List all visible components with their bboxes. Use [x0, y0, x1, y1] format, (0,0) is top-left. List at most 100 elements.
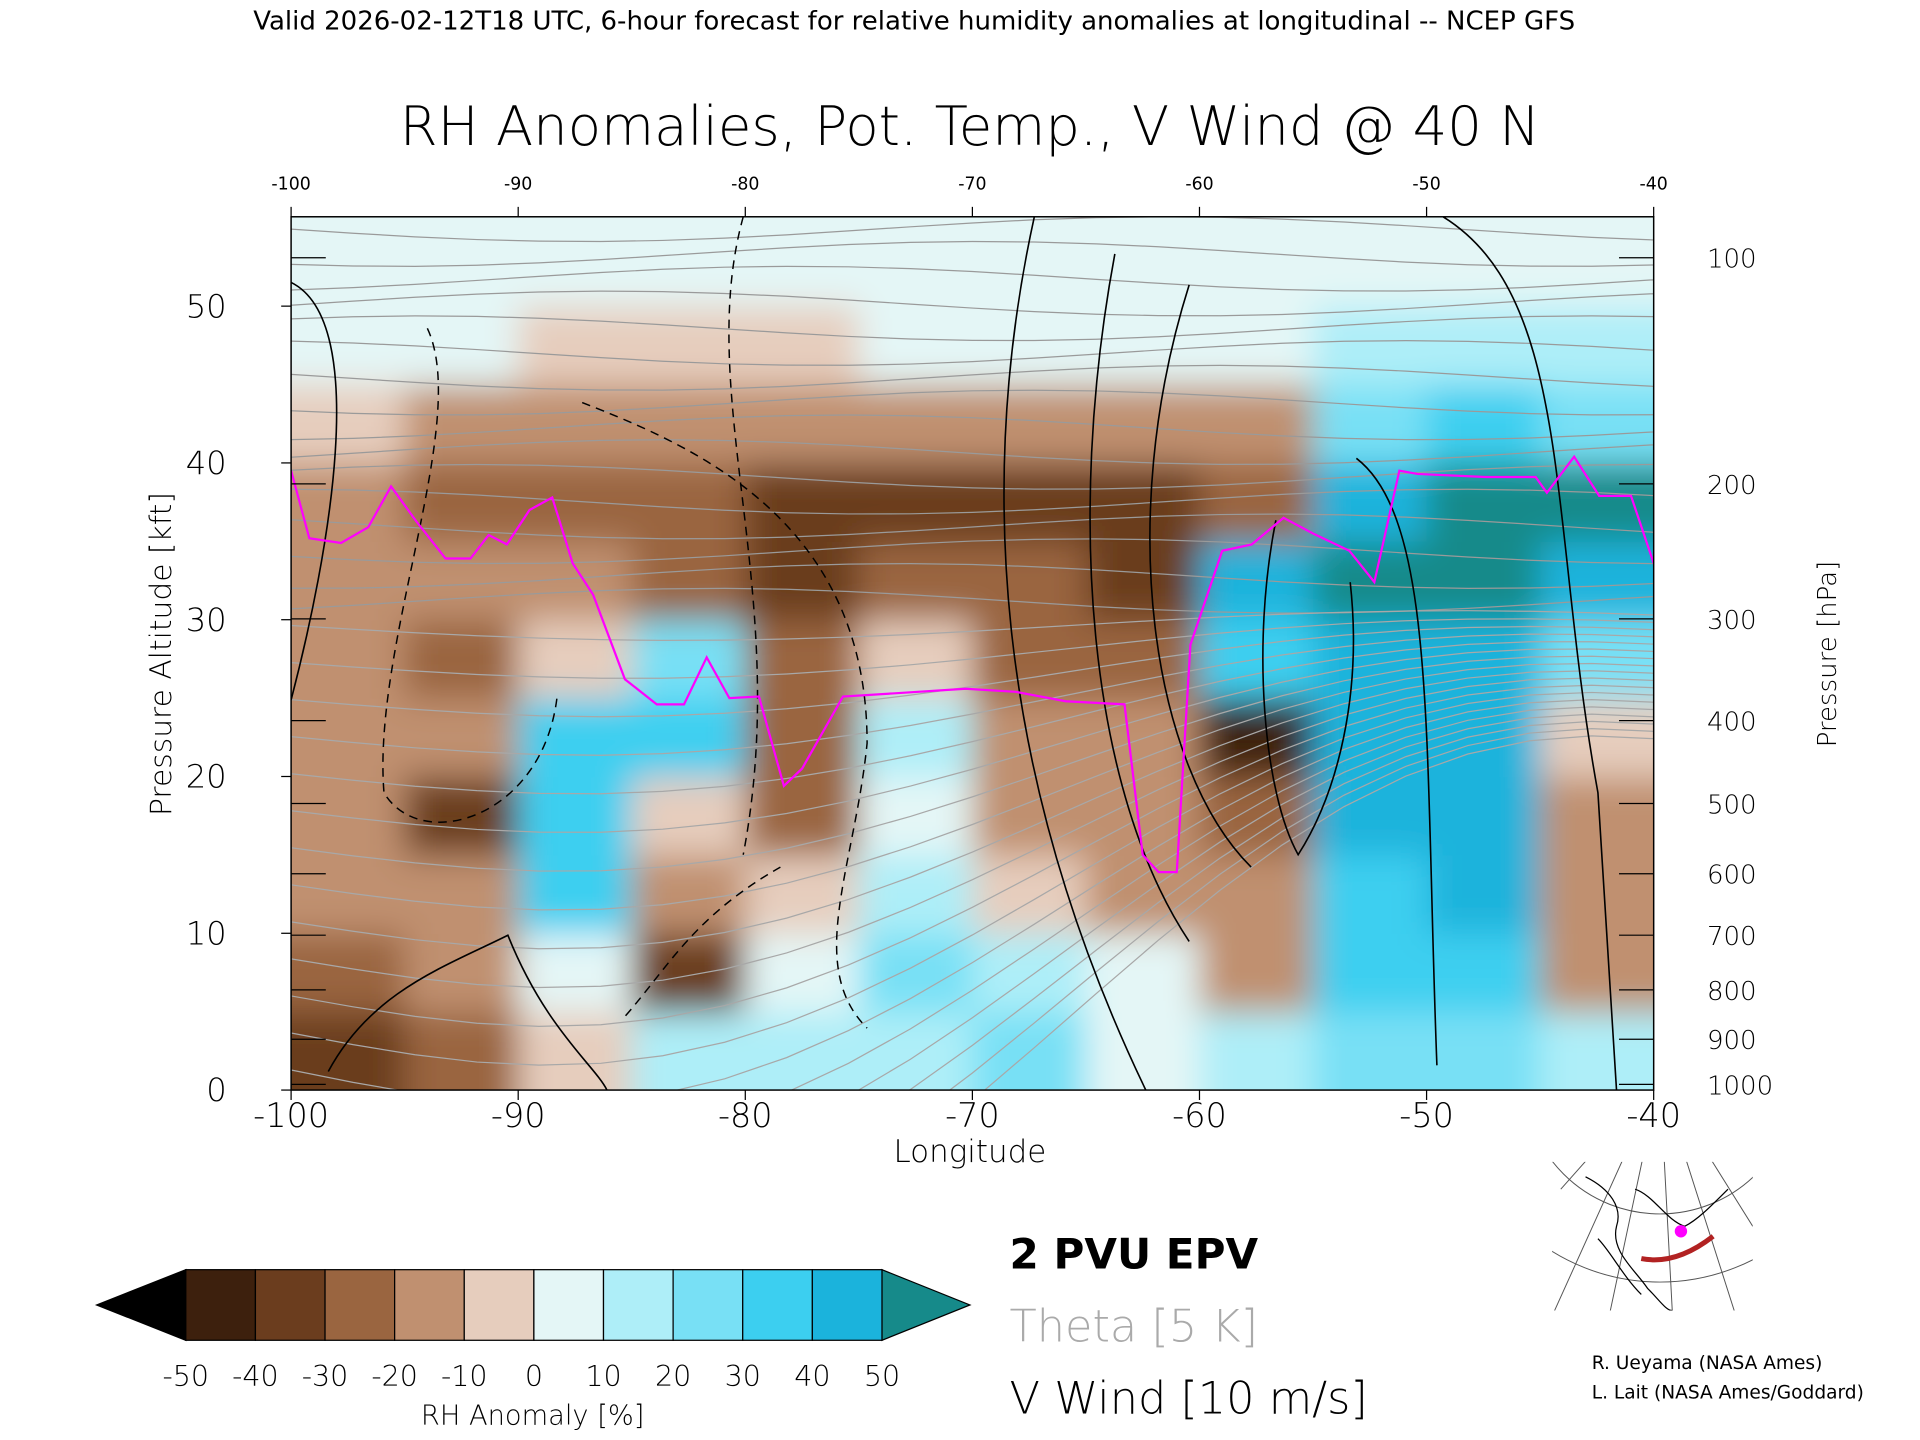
theta-contour [291, 340, 1654, 366]
rh-cell [1426, 776, 1541, 856]
rh-cell [1313, 462, 1428, 542]
wind-contour [1089, 253, 1190, 942]
rh-cell [631, 698, 746, 778]
rh-cell [518, 933, 633, 1013]
y2-tick-label: 700 [1707, 922, 1757, 952]
rh-cell [404, 698, 519, 778]
map-grid [1552, 1161, 1753, 1215]
rh-cell [1540, 216, 1654, 307]
y-tick-label: 0 [206, 1071, 226, 1109]
rh-cell [745, 384, 860, 464]
plot-area [291, 216, 1654, 1091]
rh-cell [972, 384, 1087, 464]
theta-contour [291, 216, 1654, 243]
rh-cell [858, 216, 974, 307]
x-tick-label: -100 [253, 1096, 329, 1135]
wind-contours-negative [382, 216, 868, 1029]
theta-contour [291, 414, 1654, 441]
rh-cell [972, 216, 1087, 307]
wind-contour [291, 281, 338, 701]
colorbar-tick-label: -20 [371, 1360, 418, 1393]
rh-cell [1313, 306, 1428, 386]
rh-cell [291, 698, 406, 778]
rh-cell [631, 541, 746, 621]
rh-cell [404, 306, 519, 386]
rh-cell [972, 1011, 1087, 1091]
rh-cell [291, 854, 406, 934]
colorbar-tick-label: -50 [163, 1360, 210, 1393]
rh-cell [1540, 384, 1654, 464]
rh-cell [1313, 933, 1428, 1013]
rh-cell [1426, 216, 1541, 307]
x2-tick-label: -100 [271, 175, 310, 195]
theta-contour [291, 513, 1654, 540]
theta-contour [291, 648, 1654, 833]
theta-contour [291, 618, 1654, 679]
rh-cell [518, 216, 633, 307]
rh-cell [1085, 619, 1201, 699]
theta-contour [291, 662, 1654, 911]
y2-tick-label: 100 [1707, 245, 1757, 275]
x-tick-label: -60 [1172, 1096, 1227, 1135]
y-axis-label: Pressure Altitude [kft] [144, 492, 179, 816]
theta-contour [291, 633, 1654, 756]
map-grid [1552, 1250, 1753, 1283]
rh-cell [518, 776, 633, 856]
x-tick-label: -50 [1399, 1096, 1454, 1135]
chart-title: RH Anomalies, Pot. Temp., V Wind @ 40 N [400, 94, 1540, 158]
rh-cell [858, 698, 974, 778]
theta-contour [291, 625, 1654, 718]
theta-contour [291, 265, 1654, 292]
rh-cell [1199, 384, 1314, 464]
rh-cell [404, 854, 519, 934]
x2-tick-label: -90 [504, 175, 532, 195]
y2-tick-label: 400 [1707, 708, 1757, 738]
wind-contour [1149, 284, 1252, 868]
y2-tick-label: 500 [1707, 790, 1757, 820]
rh-cell [745, 306, 860, 386]
rh-cell [972, 854, 1087, 934]
x2-tick-label: -80 [731, 175, 759, 195]
rh-cell [291, 384, 406, 464]
rh-cell [1085, 462, 1201, 542]
theta-contours [291, 216, 1654, 1091]
rh-cell [1199, 1011, 1314, 1091]
rh-cell [1085, 1011, 1201, 1091]
rh-cell [858, 619, 974, 699]
rh-cell [1540, 541, 1654, 621]
y2-tick-label: 300 [1707, 606, 1757, 636]
rh-cell [631, 776, 746, 856]
wind-contour [327, 934, 608, 1091]
rh-cell [1313, 854, 1428, 934]
colorbar-tick-label: -40 [232, 1360, 279, 1393]
rh-cell [858, 776, 974, 856]
theta-contour [291, 315, 1654, 342]
rh-cell [1540, 854, 1654, 934]
rh-cell [745, 933, 860, 1013]
theta-contour [983, 735, 1654, 1091]
rh-cell [1313, 1011, 1428, 1091]
rh-cell [291, 776, 406, 856]
theta-contour [291, 655, 1654, 872]
wind-contour [1442, 216, 1618, 1091]
rh-cell [1085, 384, 1201, 464]
wind-contour [1355, 457, 1438, 1066]
rh-cell [1426, 933, 1541, 1013]
wind-contour [581, 401, 868, 1029]
rh-cell [518, 619, 633, 699]
rh-cell [972, 462, 1087, 542]
x-tick-label: -40 [1626, 1096, 1681, 1135]
rh-cell [404, 541, 519, 621]
y2-tick-label: 600 [1707, 861, 1757, 891]
theta-contour [291, 439, 1654, 466]
rh-cell [1313, 698, 1428, 778]
rh-cell [858, 541, 974, 621]
rh-cell [1426, 541, 1541, 621]
header: Valid 2026-02-12T18 UTC, 6-hour forecast… [253, 7, 1575, 37]
x-tick-label: -80 [718, 1096, 773, 1135]
x2-tick-label: -50 [1412, 175, 1440, 195]
colorbar-swatch [254, 1269, 326, 1341]
rh-cell [1426, 384, 1541, 464]
